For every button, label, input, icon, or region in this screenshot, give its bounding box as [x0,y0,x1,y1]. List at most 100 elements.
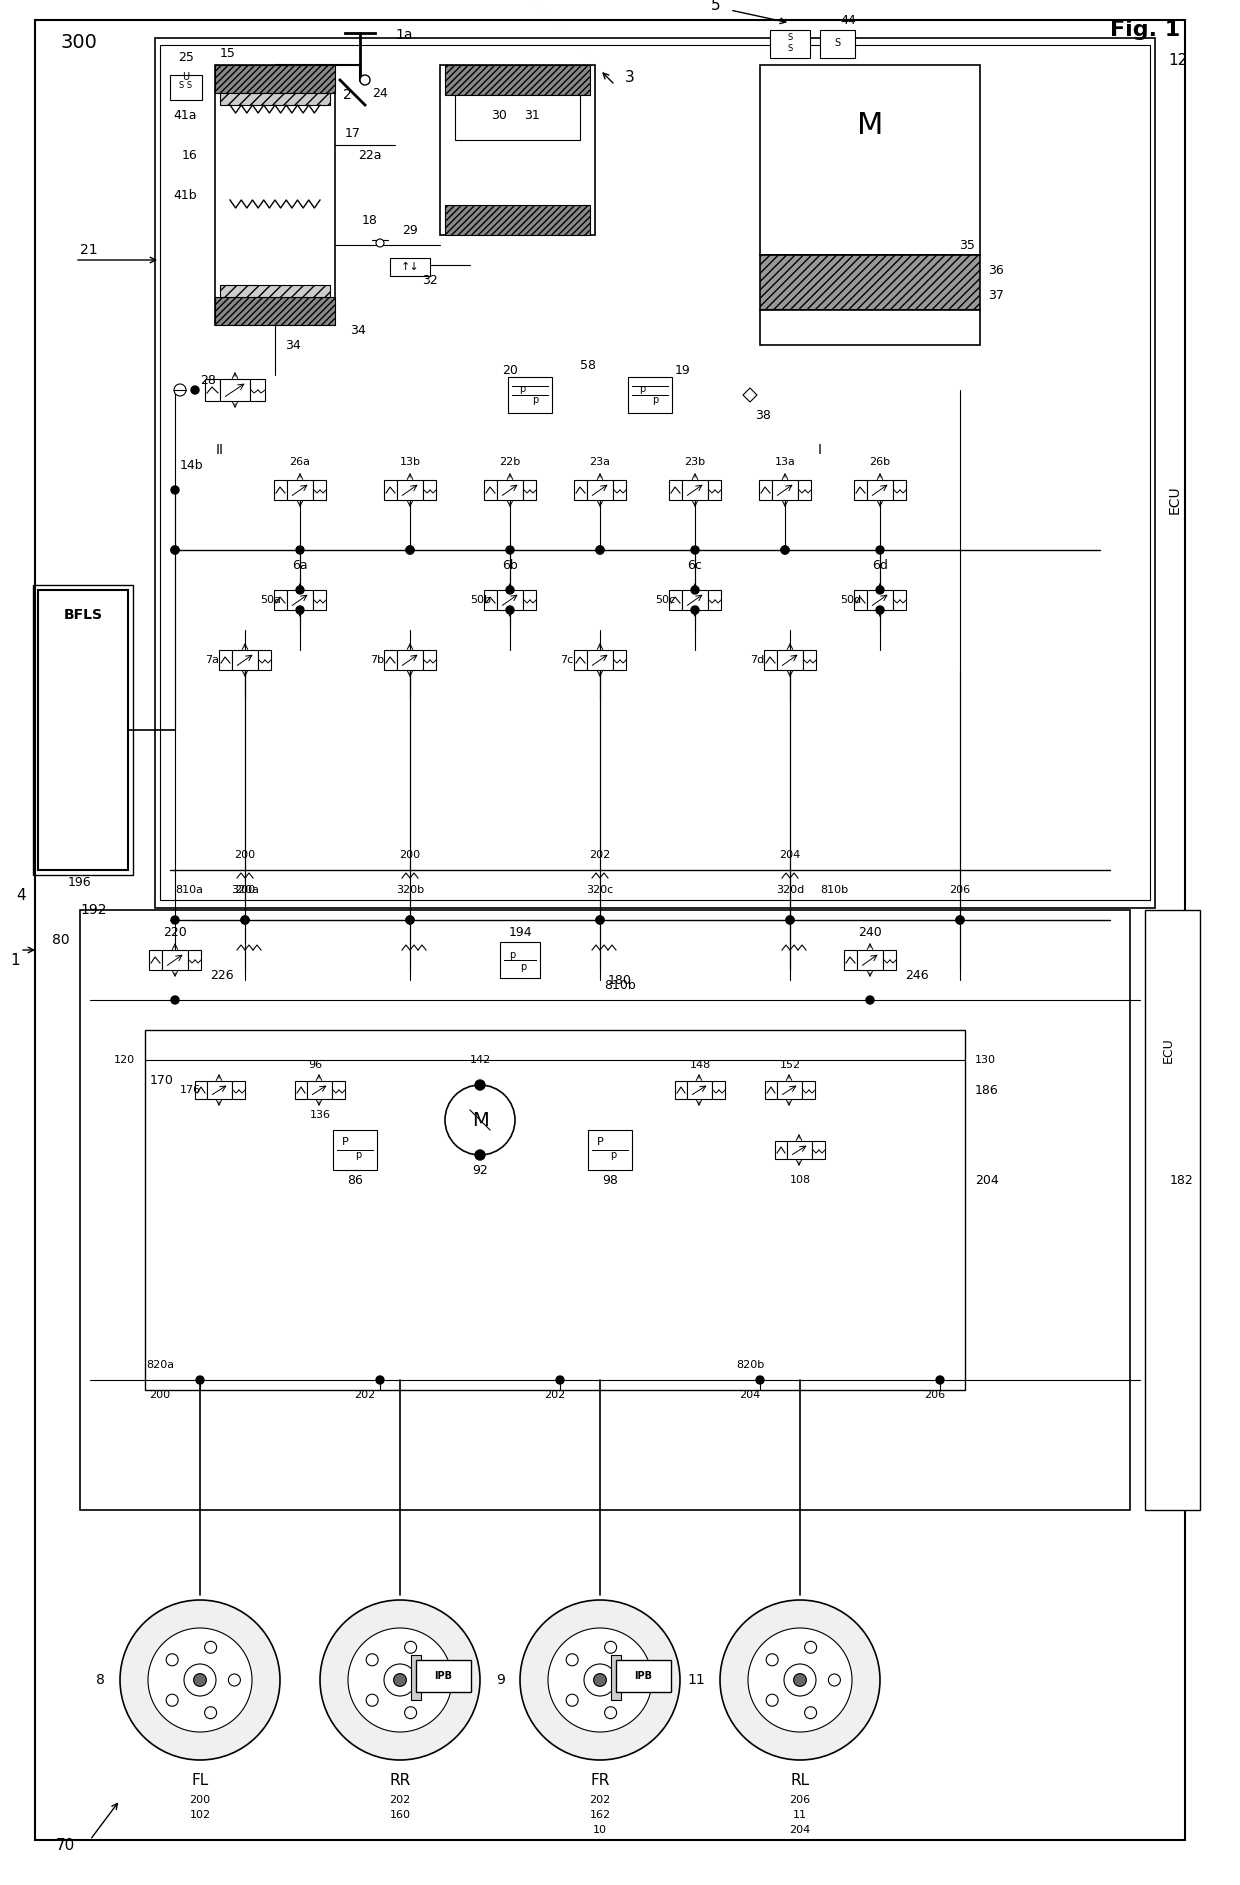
Bar [508,377,552,413]
Bar [295,1080,308,1099]
Bar [81,910,1130,1510]
Bar [708,481,720,500]
Text: 202: 202 [544,1389,565,1401]
Text: 320d: 320d [776,884,804,895]
Circle shape [166,1695,179,1706]
Circle shape [781,547,789,554]
Text: 152: 152 [780,1059,801,1071]
Bar [397,650,423,669]
Text: P: P [342,1137,348,1146]
Bar [205,379,219,402]
Bar [308,1080,332,1099]
Bar [149,950,162,971]
Bar [219,379,250,402]
Text: 180: 180 [608,973,632,986]
Text: 86: 86 [347,1174,363,1186]
Bar [232,1080,246,1099]
Circle shape [605,1642,616,1653]
Text: 204: 204 [790,1825,811,1834]
Circle shape [720,1600,880,1761]
Bar [497,481,523,500]
Text: 17: 17 [345,126,361,139]
Bar [777,1080,802,1099]
Bar [893,590,906,611]
Circle shape [376,1376,384,1384]
Circle shape [393,1674,407,1687]
Bar [384,481,397,500]
Text: P: P [596,1137,604,1146]
Circle shape [405,916,414,924]
Bar [440,64,595,236]
Bar [215,64,335,324]
Bar [455,94,580,139]
Circle shape [320,1600,480,1761]
Bar [883,950,897,971]
Text: 206: 206 [790,1795,811,1806]
Text: 206: 206 [950,884,971,895]
Bar [844,950,857,971]
Text: 12: 12 [1168,53,1187,68]
Bar [1145,910,1200,1510]
Bar [854,481,867,500]
Bar [155,38,1154,909]
Text: S: S [835,38,839,47]
Bar [162,950,188,971]
Bar [627,377,672,413]
Text: 6b: 6b [502,558,518,571]
Circle shape [794,1674,806,1687]
Text: ↑↓: ↑↓ [401,262,419,271]
Circle shape [404,1706,417,1719]
Circle shape [567,1653,578,1666]
Circle shape [366,1695,378,1706]
Text: 14b: 14b [180,458,203,471]
Text: 320a: 320a [231,884,259,895]
Text: BFLS: BFLS [63,609,103,622]
Circle shape [120,1600,280,1761]
Text: 50c: 50c [655,596,675,605]
Text: 7d: 7d [750,654,764,665]
Text: 31: 31 [525,109,539,121]
Text: 35: 35 [959,239,975,251]
Circle shape [506,605,515,615]
Circle shape [596,547,604,554]
Bar [286,481,312,500]
Circle shape [748,1629,852,1732]
Text: 50b: 50b [470,596,491,605]
Bar [760,64,980,254]
Circle shape [348,1629,453,1732]
Text: p: p [652,396,658,405]
Text: 6a: 6a [293,558,308,571]
Bar [670,481,682,500]
Text: RL: RL [790,1772,810,1787]
Text: 30: 30 [491,109,507,121]
Circle shape [567,1695,578,1706]
Bar [854,590,867,611]
Text: FL: FL [191,1772,208,1787]
Text: I: I [818,443,822,456]
Circle shape [205,1706,217,1719]
Text: 20: 20 [502,364,518,377]
Text: 220: 220 [164,926,187,939]
Bar [799,481,811,500]
Circle shape [445,1086,515,1156]
Circle shape [506,547,515,554]
Circle shape [786,916,794,924]
Bar [760,254,980,309]
Bar [415,1661,471,1693]
Text: 142: 142 [470,1056,491,1065]
Bar [682,481,708,500]
Bar [312,590,326,611]
Circle shape [866,995,874,1005]
Bar [232,650,258,669]
Text: 206: 206 [925,1389,946,1401]
Circle shape [936,1376,944,1384]
Circle shape [629,1674,640,1685]
Text: 7b: 7b [370,654,384,665]
Circle shape [360,75,370,85]
Text: 25: 25 [179,51,193,64]
Bar [188,950,201,971]
Circle shape [205,1642,217,1653]
Text: 186: 186 [975,1084,998,1097]
Circle shape [475,1080,485,1090]
Text: p: p [532,396,538,405]
